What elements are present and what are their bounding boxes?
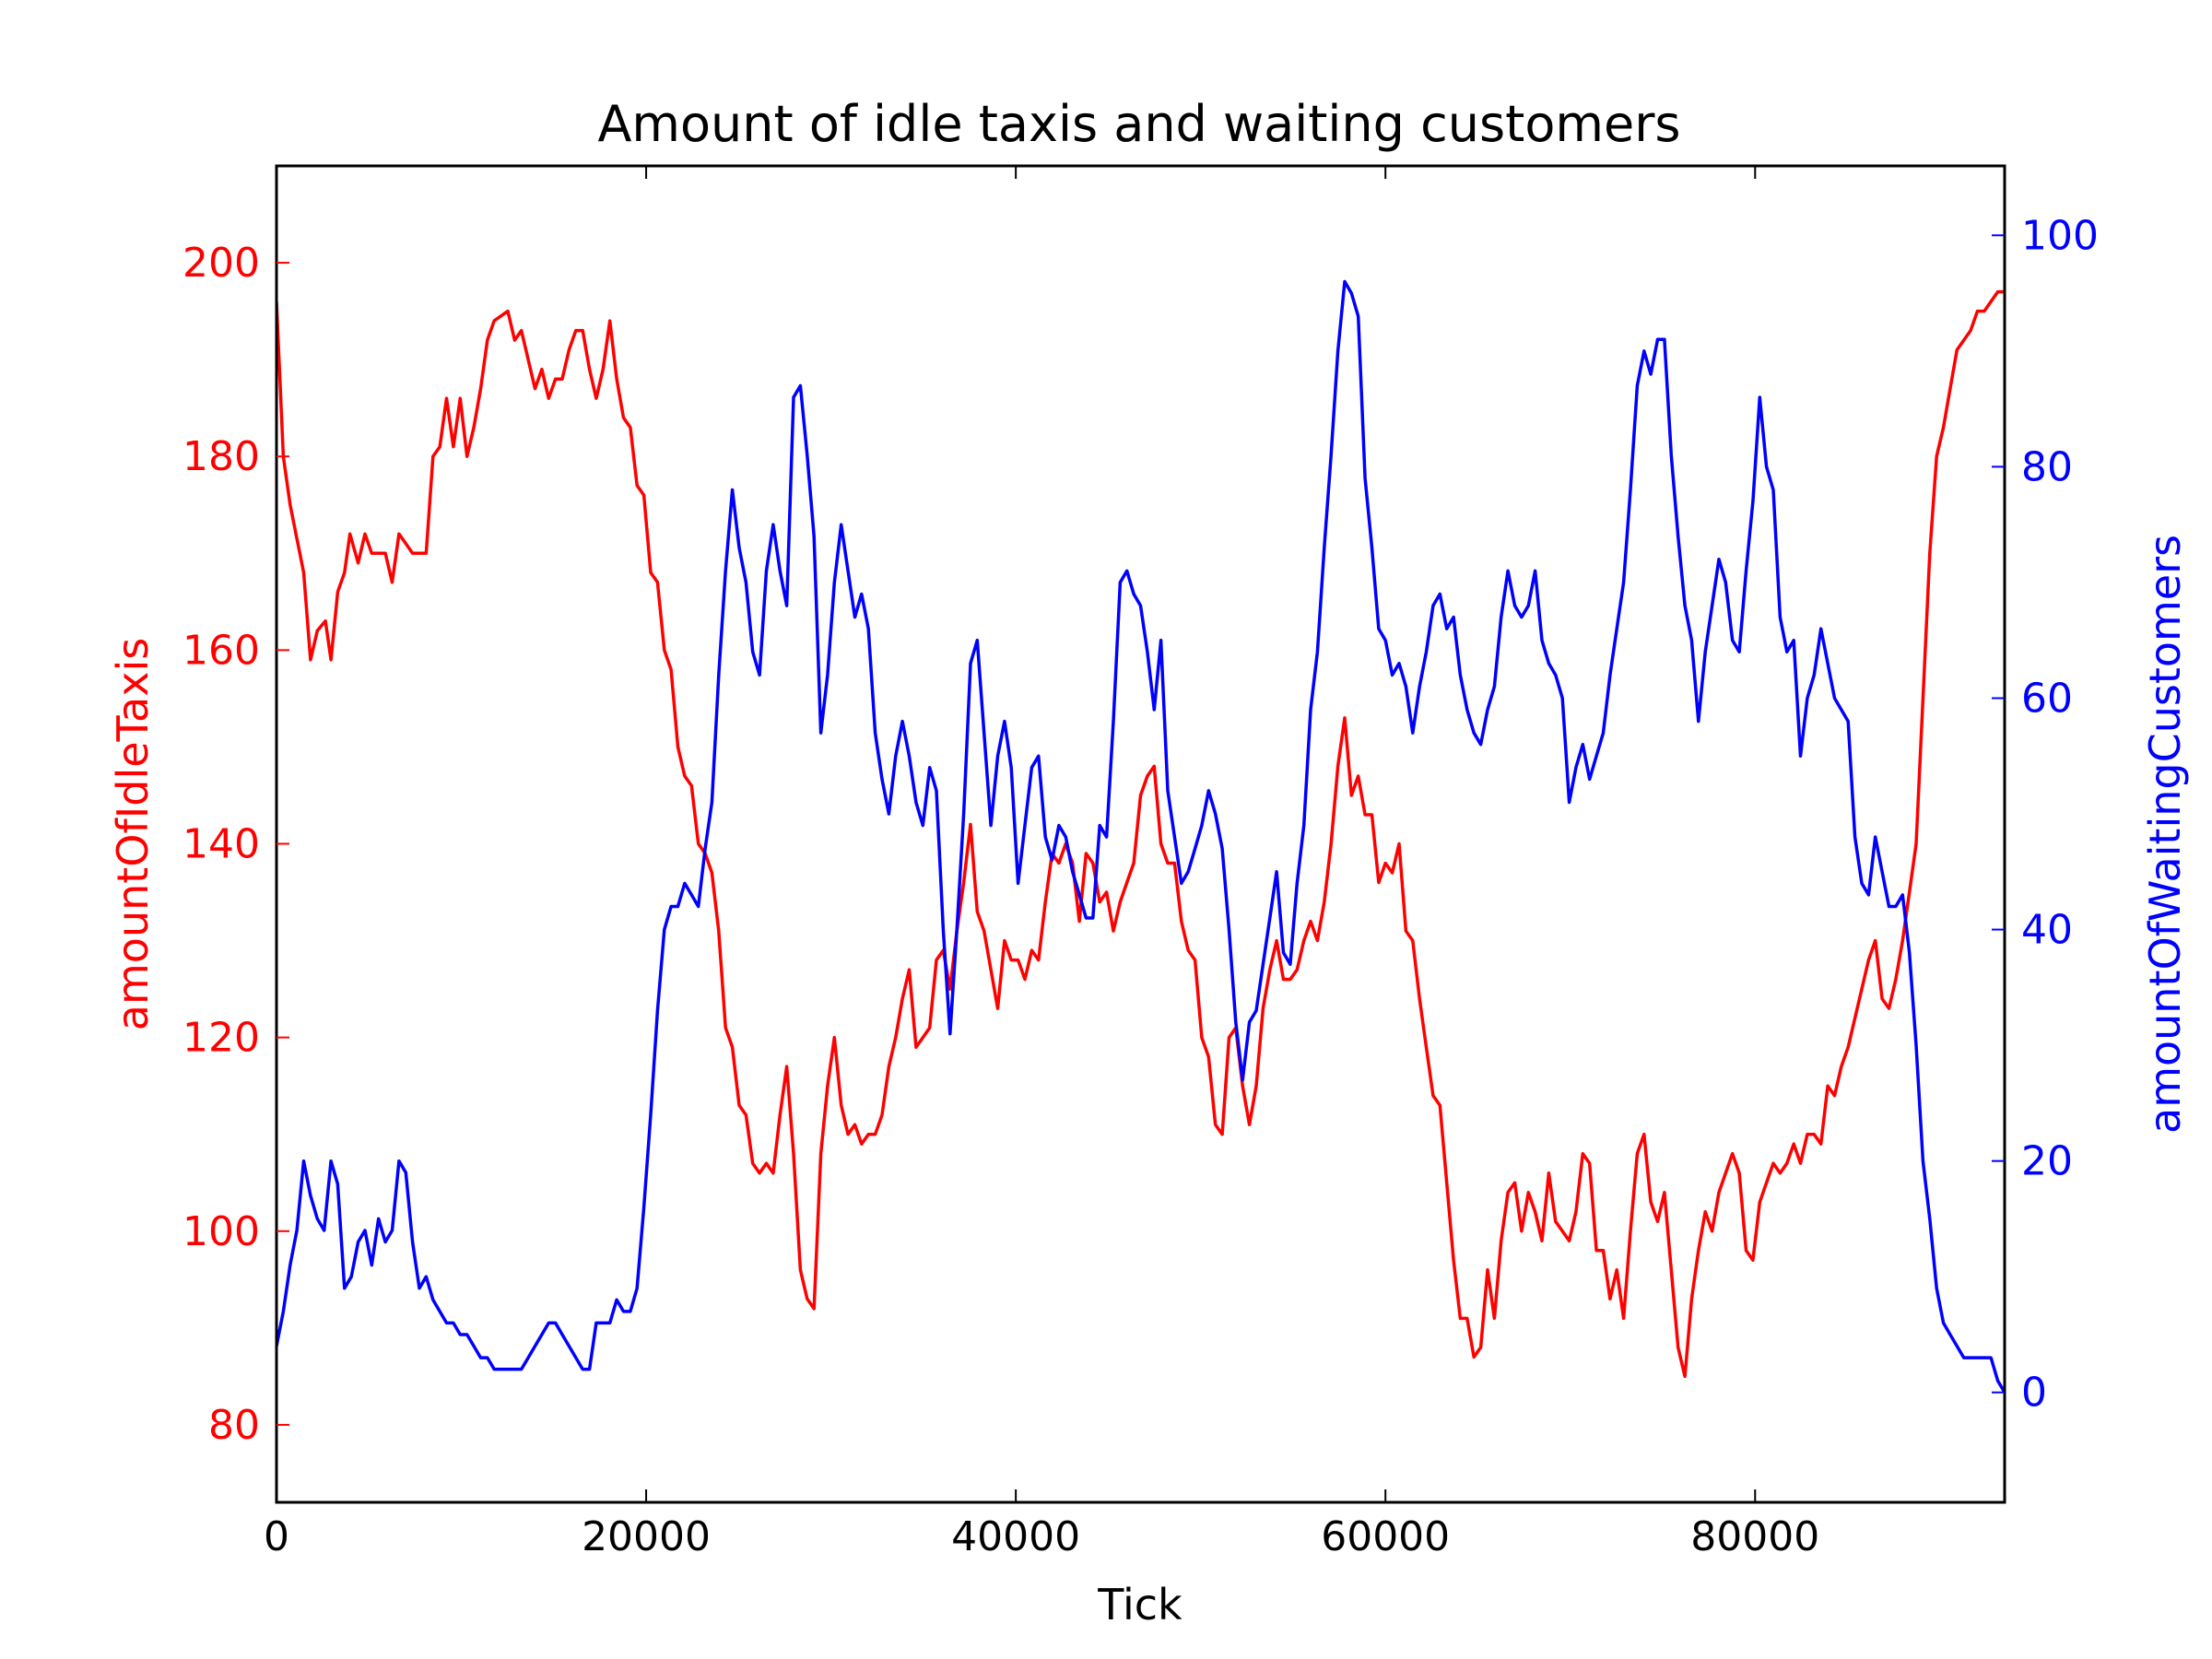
right-y-tick-label: 40 [2021,907,2073,954]
left-y-axis: 80 100 120 140 160 180 200 [182,240,289,1449]
plot-area [275,164,2006,1504]
series-line-waiting-customers [276,279,2005,1394]
right-y-tick-label: 20 [2021,1138,2073,1185]
left-y-tick-label: 80 [208,1402,260,1449]
left-y-tick-label: 160 [182,627,260,674]
right-y-tick-label: 100 [2021,212,2099,259]
left-y-tick-label: 120 [182,1015,260,1062]
left-y-tick-label: 100 [182,1208,260,1255]
left-y-tick-label: 180 [182,433,260,480]
right-y-axis: 0 20 40 60 80 100 [1992,212,2099,1417]
right-y-tick-label: 60 [2021,675,2073,722]
x-tick-label: 0 [264,1513,289,1560]
series-layer [276,279,2005,1394]
right-y-tick-label: 0 [2021,1370,2047,1417]
x-tick-label: 20000 [582,1513,711,1560]
x-tick-label: 60000 [1321,1513,1450,1560]
right-y-axis-label: amountOfWaitingCustomers [2140,535,2190,1134]
x-tick-label: 80000 [1690,1513,1819,1560]
left-y-tick-label: 140 [182,821,260,868]
right-y-tick-label: 80 [2021,443,2073,490]
x-axis-label: Tick [1097,1580,1182,1630]
x-tick-label: 40000 [951,1513,1080,1560]
plot-frame [275,164,2006,1504]
left-y-tick-label: 200 [182,240,260,287]
left-y-axis-label: amountOfIdleTaxis [108,638,158,1030]
x-axis: 0 20000 40000 60000 80000 [264,166,1819,1560]
series-line-idle-taxis [276,289,2005,1379]
chart-title: Amount of idle taxis and waiting custome… [597,95,1680,153]
